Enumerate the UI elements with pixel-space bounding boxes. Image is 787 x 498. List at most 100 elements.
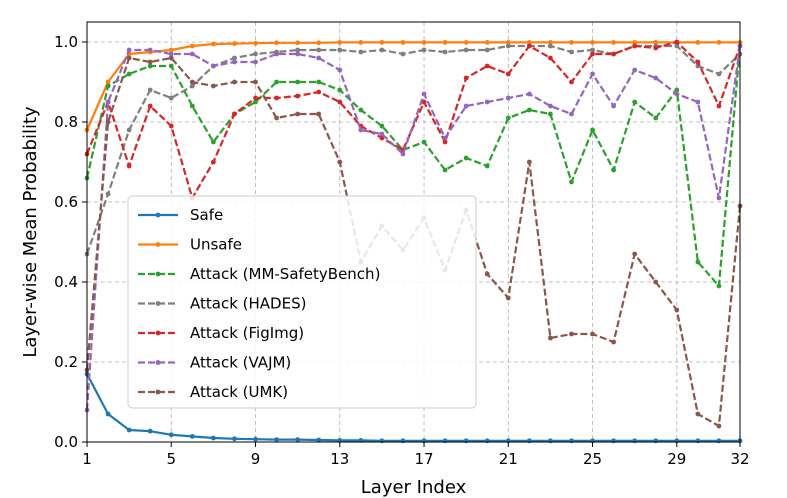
data-point (147, 103, 153, 109)
data-point (168, 55, 174, 61)
data-point (463, 47, 469, 53)
data-point (526, 40, 532, 45)
y-tick-label: 0.2 (54, 353, 78, 371)
data-point (463, 155, 469, 161)
data-point (105, 411, 111, 417)
data-point (674, 91, 680, 97)
data-point (105, 79, 111, 85)
data-point (253, 59, 258, 65)
x-tick-label: 17 (414, 450, 433, 468)
data-point (210, 159, 216, 165)
data-point (358, 49, 364, 55)
data-point (695, 40, 701, 45)
data-point (569, 331, 574, 337)
data-point (548, 103, 553, 109)
data-point (316, 89, 322, 95)
data-point (611, 339, 617, 345)
data-point (295, 437, 301, 442)
data-point (421, 47, 427, 53)
legend-marker (155, 271, 161, 277)
data-point (548, 335, 553, 341)
data-point (295, 51, 301, 57)
data-point (232, 41, 237, 46)
data-point (590, 331, 595, 337)
legend: Safe Unsafe Attack (MM-SafetyBench) Attack … (127, 195, 477, 409)
x-tick-label: 25 (583, 450, 602, 468)
data-point (316, 79, 322, 85)
y-tick-label: 0.0 (54, 433, 78, 451)
data-point (295, 111, 301, 117)
data-point (316, 40, 322, 46)
data-point (695, 59, 701, 65)
data-point (274, 40, 279, 46)
data-point (526, 43, 532, 49)
data-point (126, 55, 132, 61)
data-point (400, 40, 406, 45)
series-line (86, 373, 740, 442)
legend-label: Attack (UMK) (190, 383, 288, 401)
data-point (232, 59, 237, 65)
legend-item: Attack (MM-SafetyBench) (138, 265, 380, 283)
data-point (126, 127, 132, 133)
data-point (274, 79, 279, 85)
data-point (358, 40, 364, 45)
legend-marker (155, 389, 161, 395)
data-point (716, 71, 722, 77)
data-point (337, 40, 343, 45)
legend-label: Safe (190, 206, 223, 224)
data-point (210, 139, 216, 145)
series-2 (84, 43, 743, 289)
data-point (337, 99, 343, 105)
legend-marker (155, 242, 161, 247)
legend-label: Attack (HADES) (190, 295, 306, 313)
data-point (274, 437, 279, 442)
data-point (189, 79, 195, 85)
data-point (379, 123, 385, 129)
data-point (295, 40, 301, 46)
data-point (674, 39, 680, 45)
x-tick-label: 32 (730, 450, 749, 468)
data-point (358, 127, 364, 133)
data-point (674, 87, 680, 93)
data-point (168, 63, 174, 69)
data-point (442, 139, 448, 145)
data-point (316, 437, 322, 443)
legend-item: Unsafe (138, 236, 242, 254)
y-tick-label: 0.6 (54, 193, 78, 211)
data-point (105, 191, 111, 197)
data-point (442, 40, 448, 45)
data-point (463, 40, 469, 45)
data-point (632, 99, 638, 105)
data-point (653, 75, 659, 81)
x-tick-label: 1 (82, 450, 92, 468)
data-point (463, 103, 469, 109)
series-line (85, 41, 740, 131)
data-point (590, 40, 595, 45)
data-point (421, 99, 427, 105)
data-point (632, 251, 638, 257)
data-point (400, 51, 406, 57)
data-point (147, 63, 153, 69)
data-point (232, 436, 237, 442)
data-point (379, 131, 385, 137)
data-point (442, 49, 448, 55)
data-point (295, 79, 301, 85)
data-point (253, 436, 258, 442)
legend-box (127, 195, 477, 409)
data-point (147, 47, 153, 53)
data-point (253, 95, 258, 101)
data-point (337, 159, 343, 165)
series-line (85, 45, 742, 411)
y-tick-label: 0.8 (54, 113, 78, 131)
data-point (126, 71, 132, 77)
data-point (442, 135, 448, 141)
y-tick-label: 1.0 (54, 33, 78, 51)
data-point (105, 119, 111, 125)
data-point (526, 107, 532, 113)
series-5 (84, 43, 743, 413)
data-point (484, 163, 490, 169)
data-point (274, 95, 279, 101)
data-point (505, 295, 511, 301)
data-point (105, 99, 111, 105)
legend-label: Attack (MM-SafetyBench) (190, 265, 380, 283)
